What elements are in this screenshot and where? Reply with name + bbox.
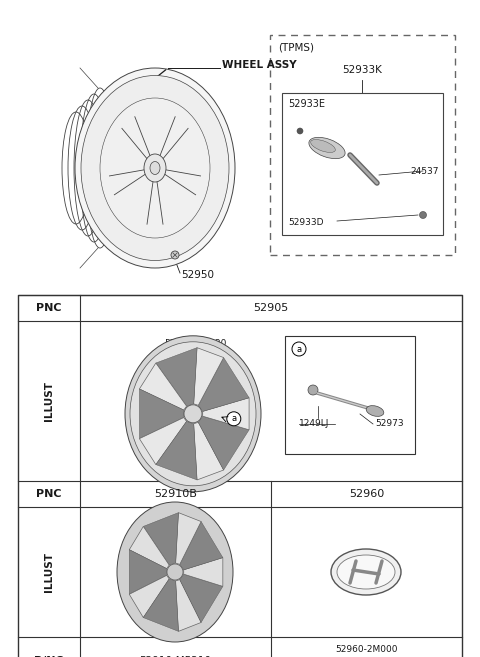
Bar: [285, 336, 415, 454]
Polygon shape: [184, 558, 223, 587]
Text: 52910B: 52910B: [154, 489, 197, 499]
Polygon shape: [139, 363, 187, 410]
Text: WHEEL ASSY: WHEEL ASSY: [222, 60, 297, 70]
Text: 52960-2M000: 52960-2M000: [335, 645, 398, 654]
Polygon shape: [139, 418, 187, 464]
Polygon shape: [156, 421, 197, 480]
Polygon shape: [180, 522, 223, 570]
Polygon shape: [144, 512, 179, 565]
Text: 52905: 52905: [253, 303, 288, 313]
Ellipse shape: [331, 549, 401, 595]
Text: P/NO: P/NO: [34, 656, 64, 657]
Text: (TPMS): (TPMS): [278, 43, 314, 53]
Text: 52933D: 52933D: [288, 218, 324, 227]
Ellipse shape: [75, 68, 235, 268]
Bar: [282, 93, 443, 235]
Ellipse shape: [144, 154, 166, 182]
Text: a: a: [297, 344, 301, 353]
Bar: [270, 35, 455, 255]
Polygon shape: [198, 417, 249, 470]
Text: 1249LJ: 1249LJ: [299, 420, 329, 428]
Polygon shape: [180, 574, 223, 622]
Bar: [18, 295, 462, 657]
Ellipse shape: [420, 212, 427, 219]
Polygon shape: [144, 579, 179, 631]
Ellipse shape: [297, 128, 303, 134]
Polygon shape: [198, 357, 249, 411]
Polygon shape: [194, 348, 224, 405]
Ellipse shape: [227, 412, 241, 426]
Polygon shape: [194, 422, 224, 480]
Text: 52960: 52960: [349, 489, 384, 499]
Ellipse shape: [366, 405, 384, 417]
Polygon shape: [176, 512, 201, 564]
Polygon shape: [129, 550, 167, 595]
Ellipse shape: [81, 76, 229, 260]
Ellipse shape: [337, 555, 395, 589]
Ellipse shape: [171, 251, 179, 259]
Polygon shape: [156, 348, 197, 406]
Text: 52905-M5420: 52905-M5420: [164, 338, 226, 348]
Ellipse shape: [117, 502, 233, 642]
Text: 24537: 24537: [410, 166, 439, 175]
Text: 52910-M5210: 52910-M5210: [140, 656, 212, 657]
Ellipse shape: [309, 137, 345, 159]
Ellipse shape: [292, 342, 306, 356]
Text: 52933K: 52933K: [342, 65, 382, 75]
Ellipse shape: [125, 336, 261, 492]
Polygon shape: [139, 389, 184, 439]
Ellipse shape: [184, 405, 202, 423]
Polygon shape: [129, 576, 169, 618]
Text: ILLUST: ILLUST: [44, 381, 54, 421]
Ellipse shape: [167, 564, 183, 580]
Text: 52973: 52973: [375, 420, 404, 428]
Text: 52933E: 52933E: [288, 99, 325, 109]
Polygon shape: [176, 579, 201, 631]
Ellipse shape: [311, 139, 336, 152]
Text: a: a: [231, 415, 236, 423]
Text: PNC: PNC: [36, 489, 62, 499]
Ellipse shape: [130, 342, 256, 486]
Polygon shape: [203, 397, 249, 430]
Ellipse shape: [150, 162, 160, 175]
Text: ILLUST: ILLUST: [44, 552, 54, 592]
Polygon shape: [129, 526, 169, 568]
Text: 52950: 52950: [181, 270, 214, 280]
Ellipse shape: [308, 385, 318, 395]
Text: PNC: PNC: [36, 303, 62, 313]
Ellipse shape: [100, 98, 210, 238]
